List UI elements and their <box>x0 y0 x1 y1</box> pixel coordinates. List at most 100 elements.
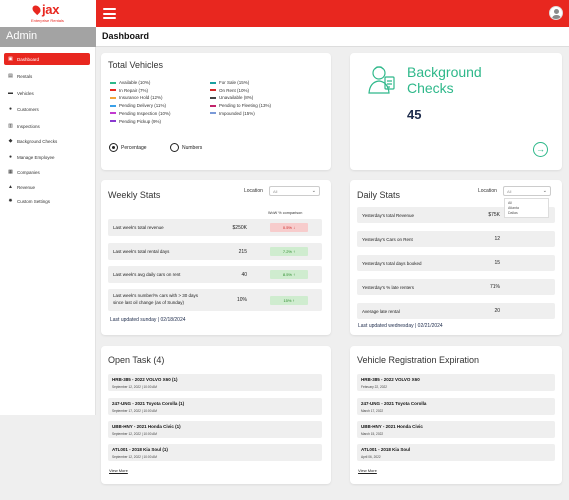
sidebar-item-label: Dashboard <box>17 56 40 62</box>
legend-swatch <box>110 120 116 122</box>
legend-item: Available (10%) <box>110 80 150 85</box>
title-line: Checks <box>407 80 454 96</box>
list-item[interactable] <box>357 421 555 438</box>
row-value: 215 <box>238 248 247 255</box>
logo-text-wrap: jax <box>30 2 59 17</box>
row-value: 40 <box>241 271 247 278</box>
sidebar-item-dashboard[interactable]: ▣ Dashboard <box>4 53 90 65</box>
numbers-radio[interactable]: Numbers <box>170 143 202 152</box>
background-checks-title: Background Checks <box>407 64 482 96</box>
list-item[interactable] <box>357 374 555 391</box>
row-value: 15 <box>494 260 500 266</box>
card-title: Total Vehicles <box>108 60 164 70</box>
weekly-location-select[interactable]: All ⌄ <box>269 186 320 196</box>
card-title: Open Task (4) <box>108 355 165 365</box>
section-title: Admin <box>0 27 96 47</box>
sidebar-item-label: Inspections <box>17 123 40 129</box>
radio-unselected-icon <box>170 143 179 152</box>
list-item[interactable] <box>108 444 322 461</box>
sidebar-item-background-checks[interactable]: ◆ Background Checks <box>4 135 90 147</box>
list-item[interactable] <box>357 398 555 415</box>
legend-label: On Rent (10%) <box>219 87 250 93</box>
row-label: Last week's total rental days <box>113 249 170 254</box>
sidebar-item-label: Companies <box>17 169 40 175</box>
legend-item: Unavailable (8%) <box>210 95 253 100</box>
view-more-link[interactable]: View More <box>109 468 128 473</box>
change-badge: 8.5% ↑ <box>270 270 308 279</box>
row-label: Last week's total revenue <box>113 225 164 230</box>
legend-label: Unavailable (8%) <box>219 95 254 101</box>
card-title: Weekly Stats <box>108 190 161 200</box>
item-name: UBB-HNY - 2021 Honda Civic <box>361 424 423 429</box>
logo[interactable]: jax Enterprise Rentals <box>0 0 96 27</box>
rentals-icon: ▤ <box>8 72 13 79</box>
card-title: Vehicle Registration Expiration <box>357 355 480 365</box>
header-bar <box>96 0 569 27</box>
legend-label: For Sale (15%) <box>219 80 250 85</box>
dropdown-option[interactable]: Dallas <box>508 211 518 215</box>
list-item[interactable] <box>108 421 322 438</box>
top-bar: jax Enterprise Rentals <box>0 0 569 27</box>
legend-swatch <box>110 112 116 115</box>
item-name: ATL001 - 2018 Kia Soul (1) <box>112 447 168 452</box>
sidebar-item-label: Revenue <box>17 184 36 190</box>
legend-label: Pending Inspection (10%) <box>119 110 171 116</box>
legend-label: Pending to Fleeting (13%) <box>219 103 272 109</box>
sidebar-item-vehicles[interactable]: ▬ Vehicles <box>4 87 90 99</box>
chevron-down-icon: ⌄ <box>311 188 316 194</box>
sidebar-item-label: Customers <box>17 106 39 112</box>
legend-item: In Repair (7%) <box>110 88 148 93</box>
select-value: All <box>273 189 278 194</box>
row-value: 10% <box>236 297 247 303</box>
chevron-down-icon: ⌄ <box>542 188 547 194</box>
legend-label: In Repair (7%) <box>119 87 149 93</box>
legend-item: Insurance Hold (12%) <box>110 95 163 100</box>
location-dropdown-list[interactable]: All Atlanta Dallas <box>504 198 549 218</box>
table-row <box>108 243 322 260</box>
dashboard-icon: ▣ <box>8 55 13 62</box>
employee-icon: ● <box>8 153 13 160</box>
gear-icon: ✹ <box>8 197 13 204</box>
item-date: February 22, 2022 <box>361 384 388 389</box>
title-line: Background <box>407 64 482 80</box>
row-label: Yesterday's % late renters <box>362 284 414 290</box>
menu-icon[interactable] <box>103 8 116 19</box>
table-row <box>357 255 555 271</box>
avatar[interactable] <box>549 6 563 20</box>
legend-label: Impounded (15%) <box>219 110 255 116</box>
row-value: $250K <box>232 224 247 231</box>
sidebar-item-companies[interactable]: ▦ Companies <box>4 166 90 178</box>
list-item[interactable] <box>108 398 322 415</box>
sidebar-item-customers[interactable]: ● Customers <box>4 103 90 115</box>
change-badge: 7.2% ↑ <box>270 247 308 256</box>
sidebar-item-revenue[interactable]: ▲ Revenue <box>4 181 90 193</box>
table-row <box>108 266 322 283</box>
item-name: 247-UNG - 2021 Toyota Corolla (1) <box>112 401 185 406</box>
sidebar-item-manage-employee[interactable]: ● Manage Employee <box>4 151 90 163</box>
legend-swatch <box>110 89 116 92</box>
view-more-link[interactable]: View More <box>358 468 377 473</box>
percentage-radio[interactable]: Percentage <box>109 143 147 152</box>
radio-label: Percentage <box>121 144 147 151</box>
legend-label: Insurance Hold (12%) <box>119 95 163 101</box>
dropdown-option[interactable]: All <box>508 201 512 205</box>
table-row <box>357 231 555 247</box>
dropdown-option[interactable]: Atlanta <box>508 206 519 210</box>
arrow-right-icon[interactable]: → <box>533 142 548 157</box>
table-row <box>357 279 555 295</box>
daily-location-select[interactable]: All ⌄ <box>503 186 551 196</box>
sidebar-item-custom-settings[interactable]: ✹ Custom Settings <box>4 195 90 207</box>
sidebar-item-inspections[interactable]: ▥ Inspections <box>4 120 90 132</box>
weekly-updated: Last updated sunday | 02/18/2024 <box>110 317 186 323</box>
row-value: 12 <box>494 236 500 242</box>
card-title: Daily Stats <box>357 190 401 200</box>
legend-item: Pending Pickup (9%) <box>110 119 161 124</box>
row-value: 20 <box>494 308 500 314</box>
row-value: 71% <box>489 284 500 290</box>
list-item[interactable] <box>108 374 322 391</box>
sidebar-item-rentals[interactable]: ▤ Rentals <box>4 70 90 82</box>
legend-item: Pending Inspection (10%) <box>110 111 171 116</box>
list-item[interactable] <box>357 444 555 461</box>
registration-card: Vehicle Registration Expiration <box>350 346 562 484</box>
item-date: September 12, 2022 | 10:00 AM <box>112 431 157 436</box>
